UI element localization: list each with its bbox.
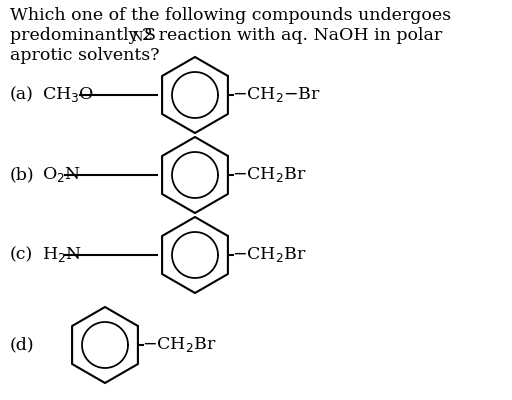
Text: (c): (c) [10,246,33,264]
Text: N: N [131,31,142,44]
Text: $-$CH$_2$Br: $-$CH$_2$Br [232,246,307,264]
Text: (d): (d) [10,336,35,354]
Text: aprotic solvents?: aprotic solvents? [10,47,160,64]
Text: CH$_3$O: CH$_3$O [42,86,94,104]
Text: $-$CH$_2$$-$Br: $-$CH$_2$$-$Br [232,86,321,104]
Text: H$_2$N: H$_2$N [42,246,82,264]
Text: (b): (b) [10,166,35,184]
Text: $-$CH$_2$Br: $-$CH$_2$Br [232,166,307,184]
Text: Which one of the following compounds undergoes: Which one of the following compounds und… [10,7,451,24]
Text: (a): (a) [10,86,34,104]
Text: O$_2$N: O$_2$N [42,166,81,184]
Text: 2 reaction with aq. NaOH in polar: 2 reaction with aq. NaOH in polar [142,27,442,44]
Text: $-$CH$_2$Br: $-$CH$_2$Br [142,336,217,354]
Text: predominantly S: predominantly S [10,27,156,44]
